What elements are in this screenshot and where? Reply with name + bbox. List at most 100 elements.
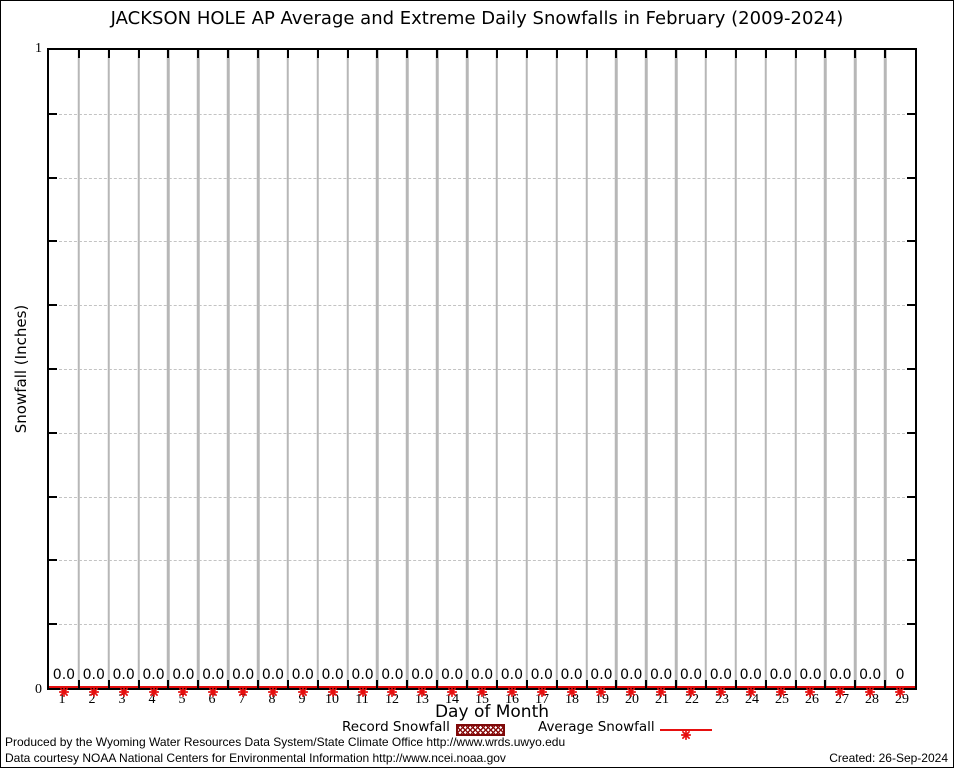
average-snowfall-marker: [805, 682, 816, 698]
x-tick-mark-bottom: [704, 680, 707, 688]
x-tick-mark-bottom: [525, 680, 528, 688]
x-tick-mark-top: [376, 50, 379, 58]
y-tick-mark-right: [907, 559, 915, 562]
x-tick-mark-top: [764, 50, 767, 58]
x-tick-mark-top: [555, 50, 558, 58]
legend-average-swatch: [660, 723, 712, 740]
average-snowfall-marker: [208, 682, 219, 698]
y-tick-mark-left: [49, 112, 57, 115]
x-tick-label: 9: [298, 692, 306, 707]
x-tick-label: 27: [835, 692, 849, 707]
record-snowfall-value-label: 0.0: [739, 667, 762, 683]
y-tick-mark-right: [907, 431, 915, 434]
x-tick-mark-bottom: [824, 680, 827, 688]
record-snowfall-value-label: 0.0: [859, 667, 882, 683]
average-snowfall-marker: [417, 682, 428, 698]
x-tick-label: 6: [208, 692, 216, 707]
x-tick-mark-bottom: [286, 680, 289, 688]
x-tick-label: 29: [895, 692, 909, 707]
x-tick-mark-bottom: [764, 680, 767, 688]
legend-average-label: Average Snowfall: [538, 719, 655, 735]
x-tick-mark-bottom: [794, 680, 797, 688]
x-tick-label: 22: [685, 692, 699, 707]
x-tick-label: 2: [88, 692, 96, 707]
x-tick-label: 3: [118, 692, 126, 707]
record-snowfall-value-label: 0.0: [470, 667, 494, 683]
grid-hline: [49, 432, 915, 434]
x-tick-mark-bottom: [734, 680, 737, 688]
average-snowfall-marker: [506, 682, 517, 698]
record-snowfall-value-label: 0.0: [351, 667, 374, 683]
x-tick-mark-top: [107, 50, 110, 58]
x-tick-mark-top: [884, 50, 887, 58]
x-tick-mark-top: [824, 50, 827, 58]
x-tick-mark-top: [854, 50, 857, 58]
record-snowfall-value-label: 0.0: [799, 667, 822, 683]
average-snowfall-marker: [387, 682, 398, 698]
average-snowfall-marker: [536, 682, 547, 698]
footer-produced-by: Produced by the Wyoming Water Resources …: [5, 735, 566, 749]
record-snowfall-value-label: 0.0: [82, 667, 105, 683]
record-snowfall-value-label: 0: [895, 667, 905, 683]
x-tick-label: 28: [865, 692, 879, 707]
x-tick-mark-bottom: [257, 680, 260, 688]
record-snowfall-value-label: 0.0: [231, 667, 255, 683]
x-tick-mark-bottom: [466, 680, 469, 688]
x-tick-mark-bottom: [406, 680, 409, 688]
y-tick-mark-left: [49, 559, 57, 562]
record-snowfall-value-label: 0.0: [112, 667, 135, 683]
x-tick-mark-bottom: [854, 680, 857, 688]
record-snowfall-value-label: 0.0: [829, 667, 852, 683]
record-snowfall-value-label: 0.0: [321, 667, 344, 683]
record-snowfall-value-label: 0.0: [411, 667, 434, 683]
x-tick-mark-bottom: [615, 680, 618, 688]
x-tick-label: 1: [58, 692, 66, 707]
average-snowfall-marker: [447, 682, 458, 698]
average-snowfall-marker: [715, 682, 726, 698]
average-snowfall-marker: [178, 682, 189, 698]
x-tick-mark-top: [436, 50, 439, 58]
x-tick-mark-top: [346, 50, 349, 58]
average-snowfall-marker: [58, 682, 69, 698]
y-tick-mark-right: [907, 304, 915, 307]
y-tick-mark-left: [49, 304, 57, 307]
created-date: Created: 26-Sep-2024: [829, 751, 948, 765]
average-snowfall-marker: [297, 682, 308, 698]
record-snowfall-value-label: 0.0: [500, 667, 523, 683]
x-tick-mark-top: [704, 50, 707, 58]
grid-hline: [49, 624, 915, 626]
x-tick-label: 4: [148, 692, 156, 707]
x-tick-mark-top: [77, 50, 80, 58]
record-snowfall-value-label: 0.0: [172, 667, 195, 683]
record-snowfall-value-label: 0.0: [650, 667, 673, 683]
x-axis-label: Day of Month: [434, 702, 550, 722]
average-snowfall-marker: [656, 682, 667, 698]
record-snowfall-value-label: 0.0: [620, 667, 643, 683]
y-tick-mark-left: [49, 368, 57, 370]
x-tick-mark-bottom: [645, 680, 648, 688]
legend-record-swatch: [456, 724, 505, 736]
grid-hline: [49, 560, 915, 562]
y-tick-mark-left: [49, 623, 57, 626]
y-tick-mark-left: [49, 431, 57, 434]
footer-data-courtesy: Data courtesy NOAA National Centers for …: [5, 751, 506, 765]
x-tick-mark-bottom: [197, 680, 200, 688]
x-tick-mark-bottom: [376, 680, 379, 688]
x-tick-mark-bottom: [137, 680, 140, 688]
y-tick-mark-right: [907, 623, 915, 626]
y-tick-mark-right: [907, 112, 915, 115]
x-tick-mark-top: [675, 50, 678, 58]
y-tick-mark-left: [49, 176, 57, 179]
x-tick-mark-bottom: [346, 680, 349, 688]
average-snowfall-marker: [596, 682, 607, 698]
record-snowfall-value-label: 0.0: [261, 667, 285, 683]
record-snowfall-value-label: 0.0: [440, 667, 464, 683]
record-snowfall-value-label: 0.0: [769, 667, 792, 683]
record-snowfall-value-label: 0.0: [381, 667, 404, 683]
y-tick-mark-right: [907, 368, 915, 370]
y-tick-mark-right: [907, 176, 915, 179]
x-tick-label: 25: [775, 692, 789, 707]
average-snowfall-marker: [267, 682, 279, 698]
x-tick-mark-bottom: [884, 680, 887, 688]
average-snowfall-marker: [148, 682, 159, 698]
